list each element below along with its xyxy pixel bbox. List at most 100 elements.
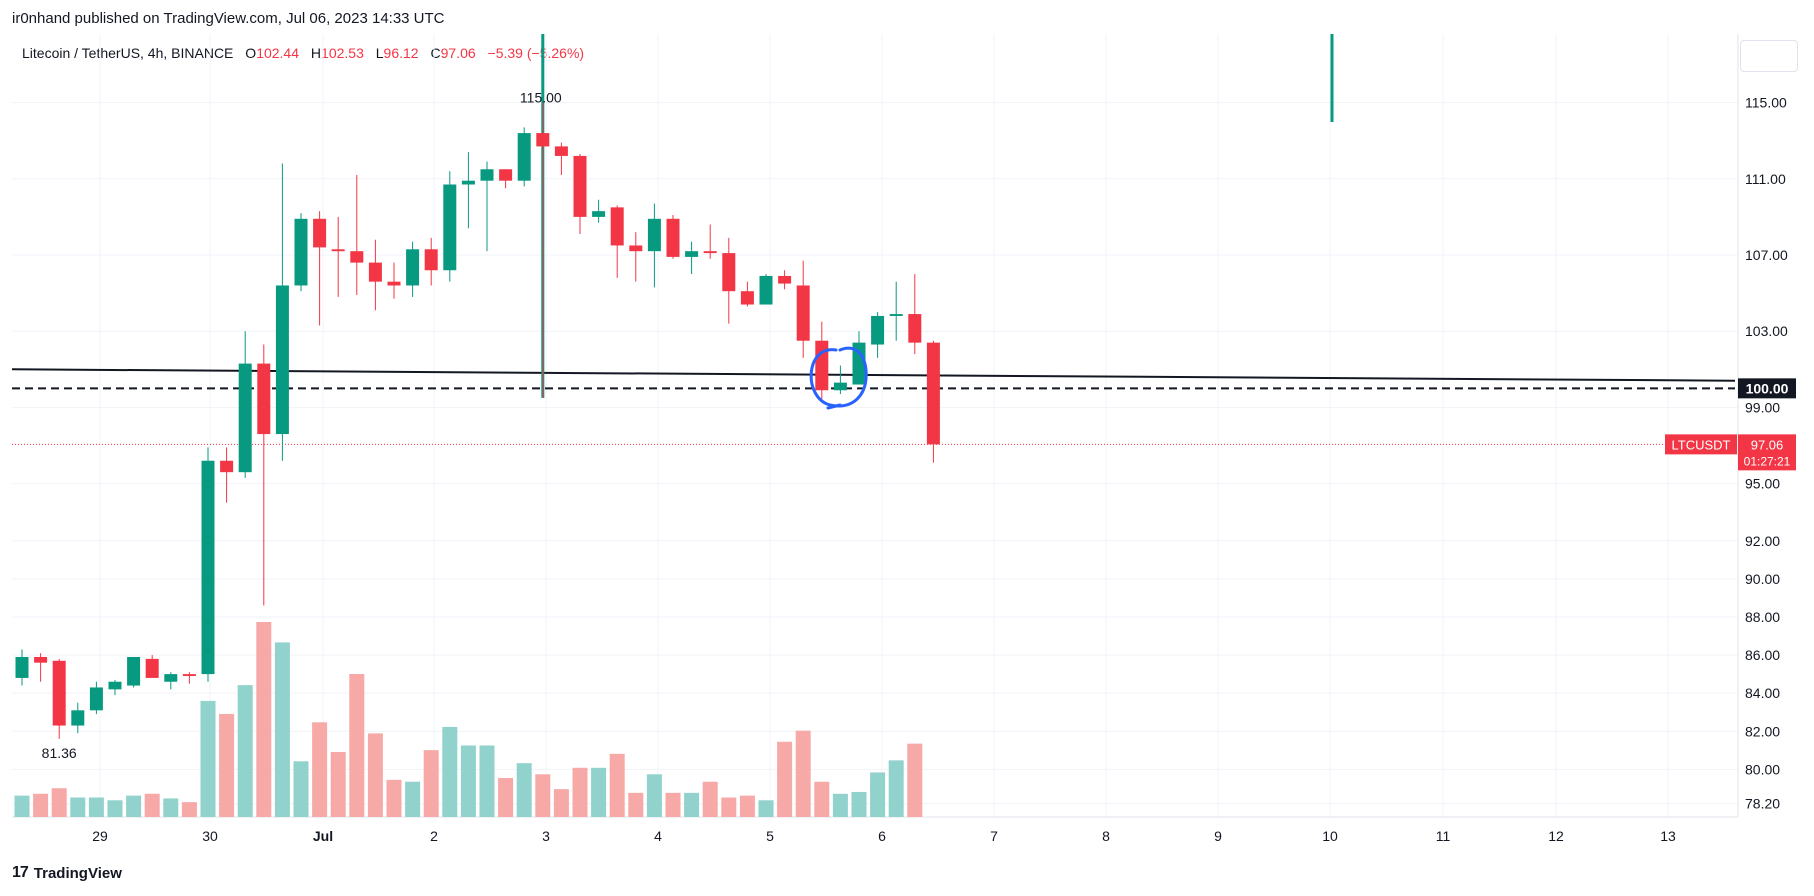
candle-body	[573, 155, 587, 217]
volume-bar	[535, 774, 551, 817]
volume-bar	[405, 781, 421, 817]
volume-bar	[591, 767, 607, 817]
x-tick-label: 6	[878, 828, 886, 844]
y-tick-label: 95.00	[1745, 476, 1780, 492]
candle-body	[257, 363, 271, 435]
x-tick-label: 2	[430, 828, 438, 844]
volume-bar	[758, 800, 774, 817]
x-tick-label: 11	[1436, 828, 1451, 844]
volume-bar	[665, 792, 681, 817]
scale-settings-button[interactable]	[1740, 40, 1798, 72]
candle-body	[424, 249, 438, 271]
candle-body	[517, 133, 531, 181]
volume-bar	[163, 798, 179, 817]
tradingview-mark-icon: 17	[12, 864, 29, 881]
price-axis-badge	[1738, 378, 1796, 399]
publisher-caption: ir0nhand published on TradingView.com, J…	[12, 10, 445, 27]
trend-line	[11, 368, 1736, 382]
candle-body	[52, 660, 66, 726]
y-tick-label: 99.00	[1745, 399, 1780, 415]
candle-body	[313, 218, 327, 248]
volume-bar	[609, 753, 625, 817]
candle-body	[331, 249, 345, 252]
annotation-circle	[809, 346, 868, 408]
volume-bar	[646, 774, 662, 817]
volume-bar	[51, 788, 67, 817]
volume-bar	[851, 791, 867, 817]
x-tick-label: 7	[990, 828, 998, 844]
volume-bar	[498, 778, 514, 817]
volume-bar	[479, 745, 495, 817]
candle-body	[220, 460, 234, 473]
volume-bar	[684, 792, 700, 817]
annotation-stroke	[826, 403, 842, 410]
volume-bar	[70, 797, 86, 817]
candle-body	[685, 251, 699, 257]
candle-body	[350, 251, 364, 263]
candle-body	[740, 291, 754, 305]
candle-body	[480, 169, 494, 181]
candle-body	[592, 211, 606, 217]
volume-bar	[795, 730, 811, 817]
candle-body	[610, 207, 624, 246]
volume-bar	[88, 797, 104, 817]
y-tick-label: 82.00	[1745, 723, 1780, 739]
volume-bar	[107, 800, 123, 817]
candle-body	[461, 180, 475, 185]
volume-bar	[702, 781, 718, 817]
x-tick-label: Jul	[313, 828, 333, 844]
y-tick-label: 84.00	[1745, 685, 1780, 701]
candle-body	[759, 275, 773, 305]
volume-bar	[739, 795, 755, 817]
candle-body	[368, 262, 382, 282]
volume-bar	[219, 713, 235, 817]
high-value: 102.53	[321, 45, 364, 61]
candle-body	[15, 656, 29, 678]
low-label: L	[375, 45, 384, 61]
x-tick-label: 4	[654, 828, 662, 844]
brand-name: TradingView	[33, 864, 122, 882]
candle-body	[406, 249, 420, 286]
candle-body	[89, 687, 103, 711]
volume-bar	[349, 674, 365, 817]
volume-bar	[144, 793, 160, 817]
volume-bar	[460, 745, 476, 817]
x-tick-label: 30	[202, 828, 218, 844]
y-tick-label: 111.00	[1745, 171, 1786, 187]
candle-body	[871, 315, 885, 345]
candle-body	[536, 133, 550, 147]
symbol-title[interactable]: Litecoin / TetherUS, 4h, BINANCE	[22, 45, 234, 61]
candle-body	[34, 656, 48, 663]
price-chart[interactable]: 115.00 111.00 107.00 103.00 99.00 95.00 92.00 9…	[0, 0, 1814, 860]
candle-body	[815, 340, 829, 391]
y-tick-label: 88.00	[1745, 609, 1780, 625]
volume-bar	[181, 802, 197, 817]
change-value: −5.39 (−5.26%)	[487, 45, 585, 61]
y-tick-label: 115.00	[1745, 95, 1787, 111]
high-label: H	[310, 45, 322, 61]
volume-bar	[14, 795, 30, 817]
x-tick-label: 29	[92, 828, 108, 844]
volume-bar	[516, 763, 532, 817]
symbol-legend: Litecoin / TetherUS, 4h, BINANCE O102.44…	[22, 45, 584, 61]
candle-body	[127, 656, 141, 686]
volume-bar	[553, 789, 569, 817]
last-price-badge	[1738, 434, 1796, 471]
volume-bar	[237, 685, 253, 817]
volume-bar	[888, 760, 904, 817]
low-price-label: 81.36	[42, 745, 77, 761]
volume-bar	[126, 795, 142, 817]
x-tick-label: 3	[542, 828, 550, 844]
candle-body	[889, 314, 903, 316]
high-price-label: 115.00	[520, 90, 562, 106]
close-label: C	[430, 45, 441, 61]
y-tick-label: 92.00	[1745, 533, 1780, 549]
last-price-text: 97.06	[1751, 437, 1784, 452]
volume-bar	[293, 761, 309, 817]
volume-bar	[907, 743, 923, 817]
tradingview-logo[interactable]: 17 TradingView	[12, 864, 122, 882]
volume-bar	[628, 792, 644, 817]
y-tick-label: 86.00	[1745, 647, 1780, 663]
volume-bar	[423, 750, 439, 817]
